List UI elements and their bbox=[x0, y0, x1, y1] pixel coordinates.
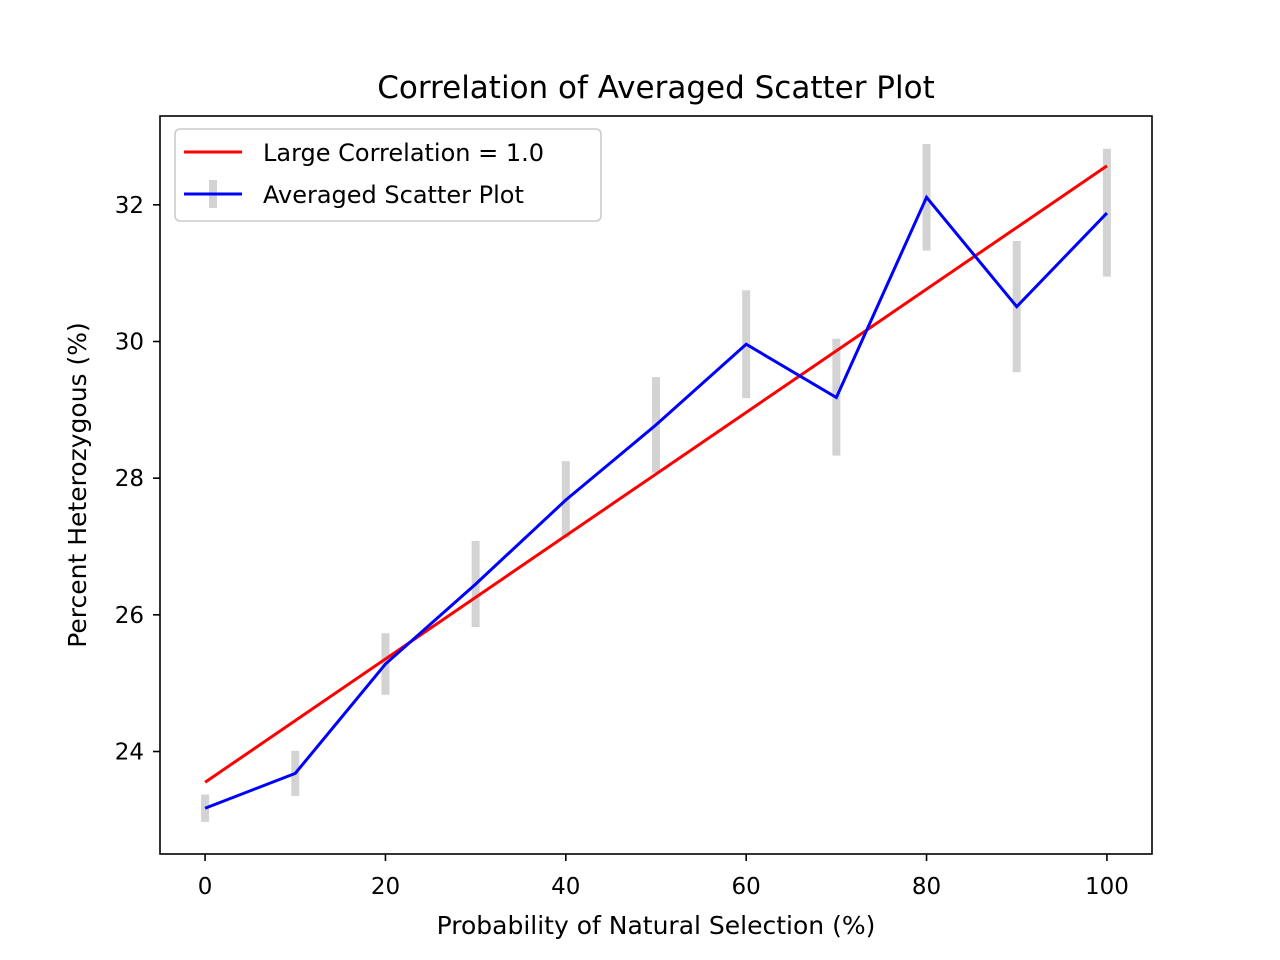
y-tick-label: 30 bbox=[115, 330, 144, 356]
y-tick-label: 32 bbox=[115, 193, 144, 219]
x-tick-label: 60 bbox=[732, 874, 761, 900]
legend-label-averaged-scatter: Averaged Scatter Plot bbox=[263, 181, 524, 209]
x-axis-label: Probability of Natural Selection (%) bbox=[437, 911, 876, 940]
x-axis: 0 20 40 60 80 100 bbox=[198, 854, 1129, 900]
chart-title: Correlation of Averaged Scatter Plot bbox=[377, 70, 935, 106]
y-axis-label: Percent Heterozygous (%) bbox=[63, 322, 92, 648]
legend-label-large-correlation: Large Correlation = 1.0 bbox=[263, 139, 544, 167]
series-line-large-correlation bbox=[204, 164, 1108, 784]
legend: Large Correlation = 1.0 Averaged Scatter … bbox=[174, 128, 602, 222]
x-tick-label: 40 bbox=[551, 874, 580, 900]
x-tick-label: 80 bbox=[912, 874, 941, 900]
y-tick-label: 28 bbox=[115, 466, 144, 492]
y-tick-label: 24 bbox=[115, 740, 144, 766]
legend-box bbox=[174, 128, 602, 222]
x-tick-label: 100 bbox=[1085, 874, 1129, 900]
plot-area bbox=[201, 144, 1111, 822]
x-tick-label: 20 bbox=[371, 874, 400, 900]
series-line-averaged-scatter bbox=[204, 194, 1108, 810]
y-axis: 24 26 28 30 32 bbox=[115, 193, 160, 766]
x-tick-label: 0 bbox=[198, 874, 213, 900]
y-tick-label: 26 bbox=[115, 603, 144, 629]
axes-frame bbox=[159, 115, 1153, 855]
